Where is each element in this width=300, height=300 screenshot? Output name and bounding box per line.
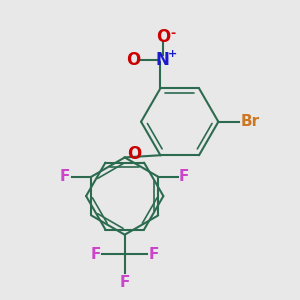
Text: O: O: [126, 51, 140, 69]
Text: F: F: [119, 275, 130, 290]
Text: F: F: [60, 169, 70, 184]
Text: N: N: [156, 51, 170, 69]
Text: O: O: [127, 145, 141, 163]
Text: F: F: [148, 247, 159, 262]
Text: F: F: [179, 169, 189, 184]
Text: Br: Br: [240, 114, 260, 129]
Text: -: -: [170, 27, 175, 40]
Text: F: F: [91, 247, 101, 262]
Text: O: O: [156, 28, 170, 46]
Text: +: +: [168, 49, 178, 59]
